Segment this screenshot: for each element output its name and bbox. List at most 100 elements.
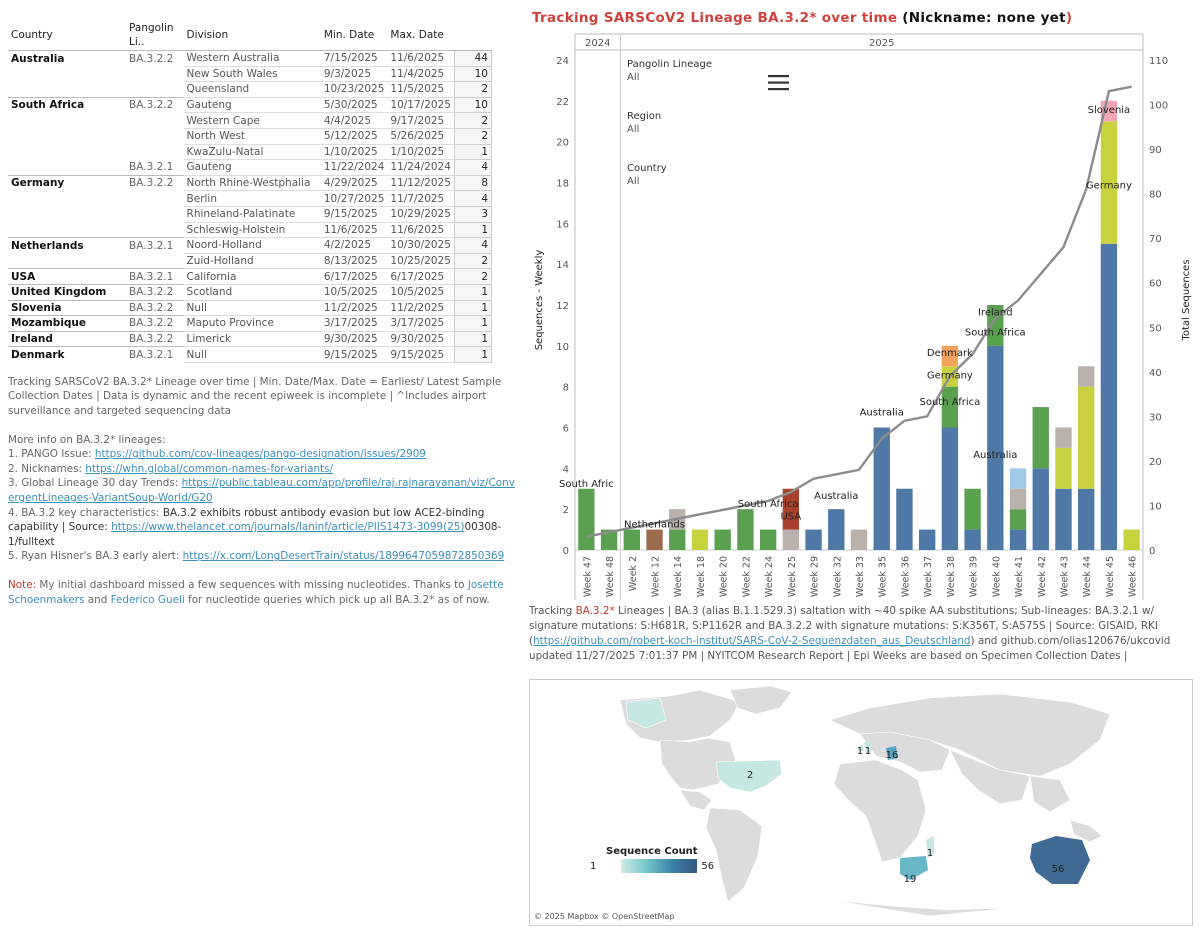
table-row[interactable]: Queensland 10/23/2025 11/5/2025 2 (8, 81, 493, 98)
bar-segment (737, 509, 754, 550)
germany-region (886, 746, 898, 760)
lineage-table: Country Pangolin Li.. Division Min. Date… (8, 20, 493, 363)
table-cell-min-date: 10/27/2025 (320, 190, 388, 207)
table-row[interactable]: Schleswig-Holstein 11/6/2025 11/6/2025 1 (8, 221, 493, 239)
table-row[interactable]: BA.3.2.1 Gauteng 11/22/2024 11/24/2024 4 (8, 159, 493, 176)
table-cell-count: 44 (453, 50, 493, 67)
chart-title: Tracking SARSCoV2 Lineage BA.3.2* over t… (532, 10, 1073, 26)
x-tick-label: Week 47 (582, 556, 593, 597)
table-cell-min-date: 11/2/2025 (320, 300, 388, 317)
y-left-tick: 18 (556, 179, 569, 190)
table-cell-max-date: 11/5/2025 (387, 81, 455, 98)
filter-country[interactable]: Country All (627, 163, 667, 187)
table-cell-lineage: BA.3.2.2 (126, 283, 184, 300)
bar-country-label: South Afric (559, 479, 614, 490)
table-row[interactable]: Berlin 10/27/2025 11/7/2025 4 (8, 190, 493, 207)
chart-caption: Tracking BA.3.2* Lineages | BA.3 (alias … (529, 605, 1171, 662)
alaska-region (625, 697, 667, 729)
bar-segment (782, 529, 800, 550)
table-cell-min-date: 5/12/2025 (320, 128, 388, 145)
bar-segment (987, 345, 1004, 550)
bar-country-label: South Africa (738, 499, 799, 510)
trends-link[interactable]: https://public.tableau.com/app/profile/r… (8, 477, 515, 505)
table-row[interactable]: Slovenia BA.3.2.2 Null 11/2/2025 11/2/2025 1 (8, 299, 493, 317)
bar-segment (1078, 488, 1095, 550)
table-row[interactable]: Rhineland-Palatinate 9/15/2025 10/29/2025 3 (8, 205, 493, 223)
table-cell-count: 2 (453, 81, 493, 98)
rki-github-link[interactable]: https://github.com/robert-koch-institut/… (533, 635, 971, 647)
x-tick-label: Week 35 (878, 556, 889, 597)
table-row[interactable]: Australia BA.3.2.2 Western Australia 7/15/2… (8, 50, 493, 67)
bar-country-label: Denmark (927, 348, 973, 359)
hamburger-menu-icon[interactable] (768, 74, 790, 92)
bar-segment (1100, 243, 1118, 550)
table-cell-country (8, 222, 126, 238)
table-row[interactable]: Netherlands BA.3.2.1 Noord-Holland 4/2/2025… (8, 237, 493, 254)
bar-segment (691, 529, 709, 550)
col-country[interactable]: Country (8, 20, 127, 51)
map-country (1069, 819, 1103, 843)
bar-segment (805, 529, 822, 550)
x-tick-label: Week 37 (923, 556, 934, 597)
y-right-tick: 80 (1149, 190, 1162, 201)
table-row[interactable]: Mozambique BA.3.2.2 Maputo Province 3/17/20… (8, 315, 493, 332)
table-row[interactable]: USA BA.3.2.1 California 6/17/2025 6/17/2025 2 (8, 268, 493, 285)
table-cell-min-date: 7/15/2025 (320, 50, 388, 67)
table-row[interactable]: New South Wales 9/3/2025 11/4/2025 10 (8, 65, 493, 83)
col-max-date[interactable]: Max. Date (387, 20, 455, 51)
table-row[interactable]: KwaZulu-Natal 1/10/2025 1/10/2025 1 (8, 143, 493, 161)
table-row[interactable]: Denmark BA.3.2.1 Null 9/15/2025 9/15/2025 1 (8, 346, 493, 363)
col-lineage[interactable]: Pangolin Li.. (126, 20, 184, 51)
filter-region[interactable]: Region All (627, 111, 662, 135)
table-row[interactable]: United Kingdom BA.3.2.2 Scotland 10/5/2025 1… (8, 283, 493, 301)
table-cell-count: 1 (453, 283, 493, 301)
world-map[interactable]: 2 1 1 16 1 19 56 Sequence Count 1 56 © 2025 Map… (529, 679, 1193, 926)
table-cell-count: 1 (453, 143, 493, 161)
lancet-link[interactable]: https://www.thelancet.com/journals/lanin… (111, 521, 465, 534)
table-cell-min-date: 4/2/2025 (320, 237, 388, 254)
bar-segment (759, 529, 777, 550)
bar-segment (941, 345, 959, 367)
table-row[interactable]: Western Cape 4/4/2025 9/17/2025 2 (8, 112, 493, 129)
table-cell-country: USA (8, 268, 127, 285)
bar-segment (669, 529, 686, 550)
pango-issue-link[interactable]: https://github.com/cov-lineages/pango-de… (94, 448, 426, 461)
australia-region (1030, 836, 1090, 884)
table-cell-lineage: BA.3.2.2 (126, 96, 184, 113)
map-count-label: 19 (904, 874, 917, 885)
table-cell-division: Null (183, 346, 321, 363)
table-cell-country: Australia (8, 50, 127, 67)
table-cell-max-date: 10/25/2025 (387, 253, 455, 270)
year-label-2025: 2025 (869, 38, 894, 49)
table-cell-country (8, 82, 126, 98)
notes-panel: Tracking SARSCoV2 BA.3.2* Lineage over t… (8, 375, 516, 607)
table-row[interactable]: South Africa BA.3.2.2 Gauteng 5/30/2025 10/1… (8, 96, 493, 114)
col-min-date[interactable]: Min. Date (320, 20, 388, 51)
info-item-1: 1. PANGO Issue: https://github.com/cov-l… (8, 448, 426, 461)
x-tick-label: Week 18 (696, 556, 707, 597)
table-row[interactable]: Ireland BA.3.2.2 Limerick 9/30/2025 9/30/202… (8, 330, 493, 348)
y-left-tick: 2 (563, 505, 569, 516)
table-cell-max-date: 11/24/2024 (387, 159, 455, 176)
table-cell-count: 2 (453, 112, 493, 129)
x-tick-label: Week 43 (1059, 556, 1070, 597)
bar-segment (1055, 427, 1072, 448)
col-division[interactable]: Division (183, 20, 321, 51)
table-row[interactable]: North West 5/12/2025 5/26/2025 2 (8, 127, 493, 145)
table-cell-division: KwaZulu-Natal (183, 144, 321, 161)
table-cell-country (8, 113, 126, 129)
table-cell-max-date: 11/4/2025 (387, 66, 455, 83)
early-alert-link[interactable]: https://x.com/LongDesertTrain/status/189… (182, 550, 505, 563)
legend-gradient (621, 859, 698, 873)
bar-segment (918, 529, 936, 550)
table-row[interactable]: Germany BA.3.2.2 North Rhine-Westphalia 4/2… (8, 174, 493, 192)
table-cell-division: Limerick (183, 331, 321, 348)
uk-region (864, 740, 872, 754)
nicknames-link[interactable]: https://whn.global/common-names-for-vari… (85, 462, 334, 475)
bar-segment (941, 386, 959, 428)
map-country (1029, 775, 1071, 813)
table-row[interactable]: Zuid-Holland 8/13/2025 10/25/2025 2 (8, 252, 493, 270)
map-country (859, 731, 951, 773)
filter-pangolin-lineage[interactable]: Pangolin Lineage All (627, 59, 713, 83)
